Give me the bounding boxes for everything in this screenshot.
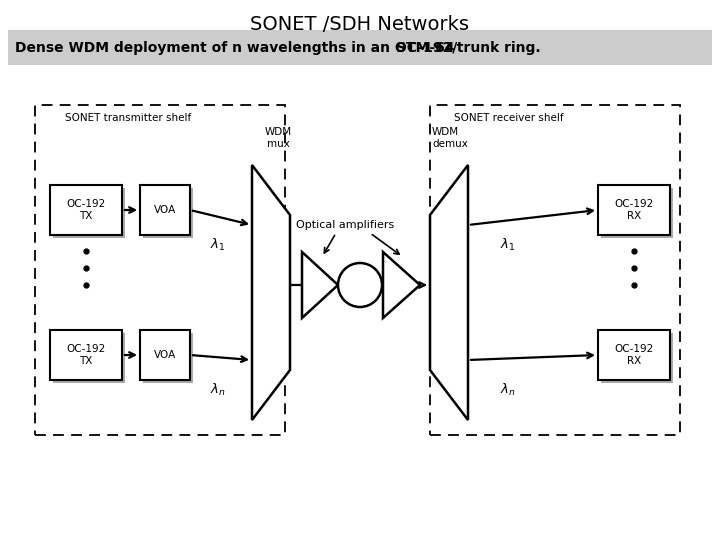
Bar [8, 30, 712, 65]
Bar [140, 330, 190, 380]
Bar [50, 330, 122, 380]
Bar [140, 185, 190, 235]
Text: VOA: VOA [154, 350, 176, 360]
Text: OC-192
RX: OC-192 RX [614, 199, 654, 221]
Text: $\lambda_n$: $\lambda_n$ [500, 382, 516, 398]
Text: Dense WDM deployment of n wavelengths in an OC-192/: Dense WDM deployment of n wavelengths in… [15, 41, 462, 55]
Bar [598, 330, 670, 380]
Text: OC-192
TX: OC-192 TX [66, 344, 106, 366]
Text: $\lambda_n$: $\lambda_n$ [210, 382, 226, 398]
Text: WDM
mux: WDM mux [264, 127, 292, 149]
Text: WDM
demux: WDM demux [432, 127, 468, 149]
Bar [143, 188, 193, 238]
Text: SONET receiver shelf: SONET receiver shelf [454, 113, 564, 123]
Bar [35, 105, 285, 435]
Text: OC-192
TX: OC-192 TX [66, 199, 106, 221]
Polygon shape [252, 165, 290, 420]
Text: Optical amplifiers: Optical amplifiers [296, 220, 394, 230]
Text: SONET /SDH Networks: SONET /SDH Networks [251, 15, 469, 33]
Text: trunk ring.: trunk ring. [452, 41, 541, 55]
Bar [601, 188, 673, 238]
Polygon shape [383, 252, 420, 318]
Bar [53, 333, 125, 383]
Polygon shape [302, 252, 338, 318]
Polygon shape [430, 165, 468, 420]
Circle shape [338, 263, 382, 307]
Text: STM-64: STM-64 [396, 41, 454, 55]
Text: OC-192
RX: OC-192 RX [614, 344, 654, 366]
Bar [430, 105, 680, 435]
Bar [143, 333, 193, 383]
Bar [53, 188, 125, 238]
Bar [50, 185, 122, 235]
Bar [598, 185, 670, 235]
Text: SONET transmitter shelf: SONET transmitter shelf [65, 113, 192, 123]
Text: $\lambda_1$: $\lambda_1$ [500, 237, 516, 253]
Text: VOA: VOA [154, 205, 176, 215]
Text: $\lambda_1$: $\lambda_1$ [210, 237, 225, 253]
Bar [601, 333, 673, 383]
